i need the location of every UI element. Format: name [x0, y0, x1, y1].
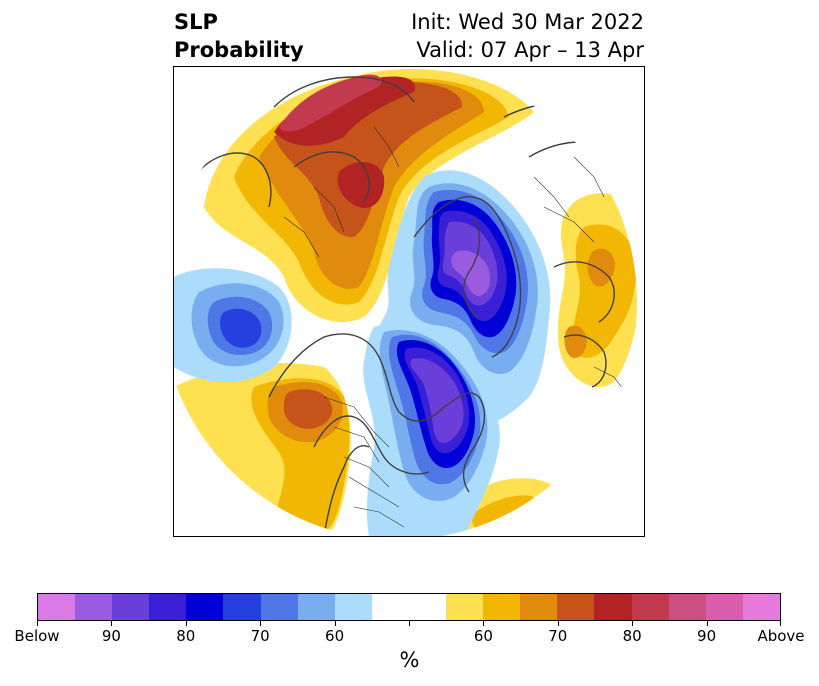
colorbar-cell [260, 594, 298, 620]
colorbar-cell [112, 594, 150, 620]
colorbar-tick [409, 621, 410, 626]
colorbar-cell [223, 594, 261, 620]
colorbar-tick [260, 621, 262, 626]
probability-map [174, 67, 637, 536]
valid-range: Valid: 07 Apr – 13 Apr [416, 38, 644, 62]
colorbar-cell [520, 594, 558, 620]
colorbar-tick-label: 80 [622, 627, 642, 645]
colorbar-tick [37, 621, 38, 626]
colorbar-tick [185, 621, 187, 626]
colorbar-tick-label: Below [14, 627, 60, 645]
init-date: Init: Wed 30 Mar 2022 [411, 10, 644, 34]
colorbar-tick-label: 90 [101, 627, 121, 645]
colorbar-cell [594, 594, 632, 620]
colorbar-unit: % [399, 648, 420, 672]
colorbar-tick [483, 621, 485, 626]
colorbar-tick [557, 621, 559, 626]
above-region-eurasia [204, 68, 534, 323]
colorbar-cell [742, 594, 780, 620]
colorbar-cell [371, 594, 409, 620]
colorbar-cell [557, 594, 595, 620]
map-panel [173, 66, 645, 537]
colorbar-tick [334, 621, 336, 626]
title-left: SLP Probability [174, 8, 304, 64]
colorbar-tick-label: 90 [697, 627, 717, 645]
colorbar-cell [483, 594, 521, 620]
below-region-pacific [174, 268, 292, 382]
colorbar-tick-label: 70 [250, 627, 270, 645]
colorbar-cell [446, 594, 484, 620]
colorbar-cell [408, 594, 447, 620]
colorbar-cell [668, 594, 706, 620]
colorbar-cell [705, 594, 743, 620]
colorbar-tick [706, 621, 708, 626]
colorbar-tick-label: 70 [548, 627, 568, 645]
colorbar [37, 593, 781, 621]
colorbar-cell [334, 594, 372, 620]
colorbar-tick-label: 60 [325, 627, 345, 645]
colorbar-tick [780, 621, 781, 626]
colorbar-cell [75, 594, 113, 620]
colorbar-tick-label: 80 [176, 627, 196, 645]
colorbar-cell [186, 594, 224, 620]
title-right: Init: Wed 30 Mar 2022 Valid: 07 Apr – 13… [411, 8, 644, 64]
colorbar-tick [111, 621, 113, 626]
colorbar-cell [297, 594, 335, 620]
colorbar-tick-label: 60 [473, 627, 493, 645]
map-disk [174, 67, 637, 536]
colorbar-cell [149, 594, 187, 620]
country-borders [283, 126, 630, 528]
colorbar-cell [38, 594, 76, 620]
colorbar-ticks: Below 90 80 70 60 60 70 80 90 Above [14, 621, 805, 651]
colorbar-tick-label: Above [757, 627, 805, 645]
metric-label: Probability [174, 38, 304, 62]
variable-label: SLP [174, 10, 218, 34]
colorbar-cell [631, 594, 669, 620]
above-region-pacific [174, 363, 351, 536]
above-region-europe [558, 193, 637, 388]
colorbar-tick [632, 621, 634, 626]
